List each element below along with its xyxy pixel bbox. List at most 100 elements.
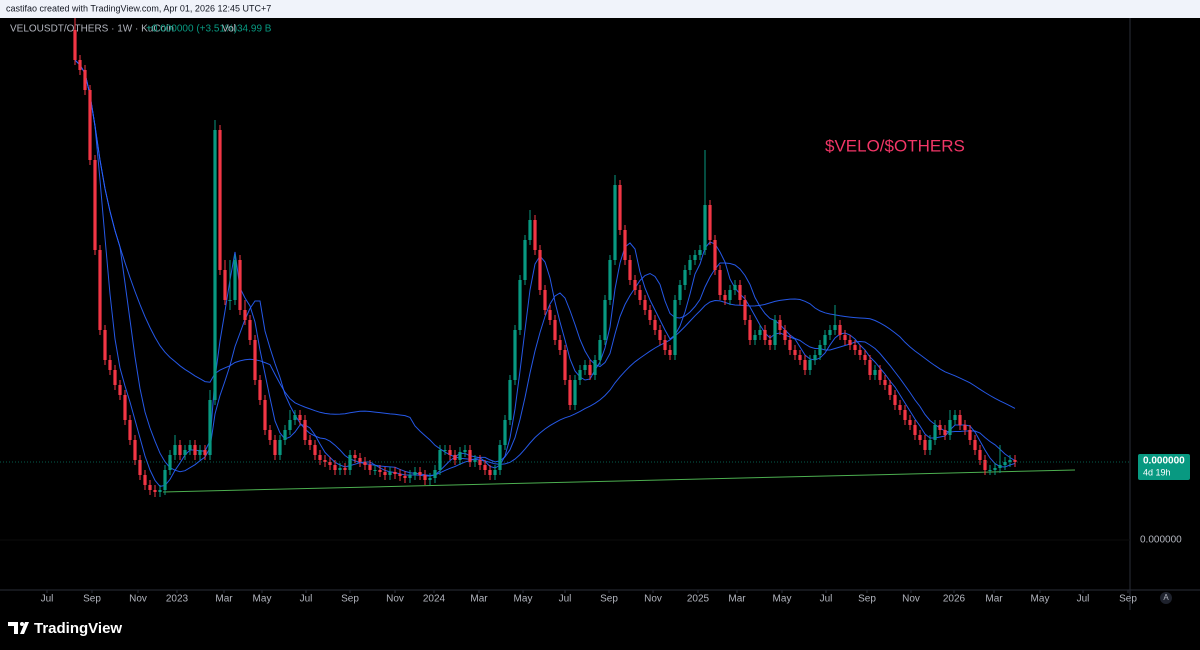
candle-body [398, 474, 402, 476]
candle-body [653, 320, 657, 330]
x-tick-label: May [253, 594, 272, 605]
candle-body [153, 490, 157, 492]
candle-body [543, 290, 547, 310]
x-tick-label: Sep [83, 594, 101, 605]
candle-body [718, 270, 722, 295]
footer [0, 610, 1200, 650]
candle-body [498, 445, 502, 470]
candle-body [843, 335, 847, 340]
auto-scale[interactable] [1160, 592, 1172, 604]
candle-body [138, 460, 142, 475]
annotation: $VELO/$OTHERS [825, 136, 965, 155]
candle-body [528, 220, 532, 240]
moving-average [74, 59, 1016, 487]
candle-body [428, 478, 432, 480]
candle-body [798, 355, 802, 360]
candle-body [78, 60, 82, 70]
candle-body [523, 240, 527, 280]
symbol: VELOUSDT/OTHERS · 1W · KuCoin [10, 24, 174, 35]
candle-body [888, 385, 892, 395]
candle-body [183, 450, 187, 455]
candle-body [288, 420, 292, 430]
candle-body [628, 260, 632, 280]
candle-body [263, 400, 267, 430]
candle-body [383, 472, 387, 475]
candle-body [898, 405, 902, 410]
candle-body [723, 295, 727, 300]
x-tick-label: Mar [470, 594, 488, 605]
candle-body [918, 435, 922, 440]
candle-body [238, 260, 242, 310]
candle-body [668, 350, 672, 355]
x-tick-label: May [514, 594, 533, 605]
candle-body [438, 450, 442, 470]
candle-body [83, 70, 87, 90]
candle-body [818, 345, 822, 355]
candle-body [173, 445, 177, 455]
candle-body [713, 240, 717, 270]
candle-body [463, 450, 467, 452]
candle-body [913, 425, 917, 435]
candle-body [873, 370, 877, 375]
candle-body [248, 320, 252, 340]
candle-body [318, 455, 322, 460]
candle-body [133, 440, 137, 460]
candle-body [963, 425, 967, 430]
candle-body [683, 270, 687, 285]
candle-body [803, 360, 807, 370]
candle-body [698, 250, 702, 255]
candle-body [333, 465, 337, 470]
candle-body [773, 320, 777, 345]
last-price-label: 0.000000 [1143, 456, 1185, 467]
candle-body [548, 310, 552, 320]
candle-body [118, 385, 122, 395]
candle-body [788, 340, 792, 350]
x-tick-label: Mar [215, 594, 233, 605]
candle-body [923, 440, 927, 450]
candle-body [823, 335, 827, 345]
candle-body [178, 445, 182, 455]
moving-average [74, 59, 1016, 477]
candle-body [473, 460, 477, 462]
candle-body [483, 465, 487, 470]
candle-body [98, 250, 102, 330]
candle-body [958, 415, 962, 425]
candle-body [1013, 460, 1017, 462]
auto-scale-label[interactable]: A [1163, 593, 1169, 602]
candle-body [613, 185, 617, 260]
candle-body [338, 468, 342, 470]
header-bar [0, 0, 1200, 18]
candle-body [403, 476, 407, 478]
candle-body [908, 420, 912, 425]
x-tick-label: 2023 [166, 594, 189, 605]
candle-body [553, 320, 557, 340]
candle-body [213, 130, 217, 400]
candle-body [493, 470, 497, 475]
candle-body [1003, 462, 1007, 465]
candle-body [648, 310, 652, 320]
candle-body [738, 285, 742, 300]
x-tick-label: 2026 [943, 594, 966, 605]
candle-body [158, 490, 162, 492]
moving-average [74, 59, 1016, 465]
candle-body [903, 410, 907, 420]
candle-body [143, 475, 147, 485]
candle-body [688, 260, 692, 270]
candle-body [708, 205, 712, 240]
candle-body [388, 472, 392, 475]
candle-body [253, 340, 257, 380]
candle-body [563, 350, 567, 380]
candle-body [203, 450, 207, 455]
candle-body [998, 465, 1002, 468]
candle-body [828, 330, 832, 335]
candle-body [328, 462, 332, 465]
candle-body [583, 365, 587, 370]
candle-body [168, 455, 172, 470]
candle-body [148, 485, 152, 490]
candle-body [753, 335, 757, 340]
credit: castifao created with TradingView.com, A… [6, 3, 271, 13]
candle-body [943, 430, 947, 435]
candle-body [808, 360, 812, 370]
candle-body [123, 395, 127, 420]
